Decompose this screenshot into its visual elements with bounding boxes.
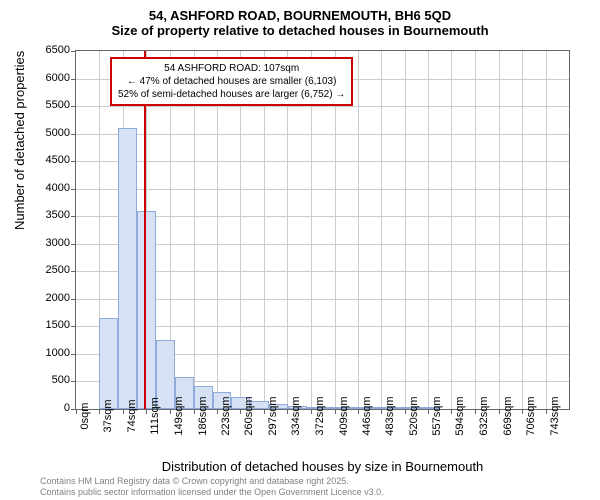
xtick-label: 223sqm	[220, 396, 232, 435]
xtick-label: 632sqm	[478, 396, 490, 435]
gridline-h	[76, 189, 569, 190]
xtick-mark	[287, 409, 288, 414]
xtick-mark	[264, 409, 265, 414]
ytick-mark	[71, 189, 76, 190]
xtick-mark	[123, 409, 124, 414]
ytick-label: 3000	[20, 237, 70, 249]
xtick-label: 743sqm	[549, 396, 561, 435]
chart-title-main: 54, ASHFORD ROAD, BOURNEMOUTH, BH6 5QD	[0, 0, 600, 23]
xtick-mark	[522, 409, 523, 414]
footer-line2: Contains public sector information licen…	[40, 487, 384, 498]
xtick-mark	[194, 409, 195, 414]
xtick-label: 260sqm	[243, 396, 255, 435]
xtick-label: 557sqm	[431, 396, 443, 435]
xtick-mark	[499, 409, 500, 414]
xtick-mark	[240, 409, 241, 414]
footer-note: Contains HM Land Registry data © Crown c…	[40, 476, 384, 498]
ytick-mark	[71, 271, 76, 272]
xtick-label: 483sqm	[384, 396, 396, 435]
xtick-label: 297sqm	[267, 396, 279, 435]
xtick-mark	[146, 409, 147, 414]
xtick-label: 594sqm	[454, 396, 466, 435]
xtick-label: 706sqm	[525, 396, 537, 435]
ytick-mark	[71, 51, 76, 52]
ytick-label: 1500	[20, 319, 70, 331]
xtick-label: 669sqm	[502, 396, 514, 435]
ytick-mark	[71, 106, 76, 107]
gridline-h	[76, 134, 569, 135]
ytick-mark	[71, 354, 76, 355]
chart-container: 54, ASHFORD ROAD, BOURNEMOUTH, BH6 5QD S…	[0, 0, 600, 500]
callout-line3: 52% of semi-detached houses are larger (…	[118, 88, 345, 101]
xtick-mark	[99, 409, 100, 414]
xtick-label: 186sqm	[197, 396, 209, 435]
ytick-mark	[71, 161, 76, 162]
ytick-mark	[71, 381, 76, 382]
xtick-label: 520sqm	[408, 396, 420, 435]
callout-line1: 54 ASHFORD ROAD: 107sqm	[118, 62, 345, 75]
gridline-v	[358, 51, 359, 409]
ytick-label: 4000	[20, 182, 70, 194]
xtick-mark	[405, 409, 406, 414]
ytick-mark	[71, 299, 76, 300]
xtick-label: 111sqm	[149, 397, 161, 435]
footer-line1: Contains HM Land Registry data © Crown c…	[40, 476, 384, 487]
xtick-label: 372sqm	[314, 396, 326, 435]
ytick-label: 6500	[20, 44, 70, 56]
gridline-v	[381, 51, 382, 409]
gridline-v	[499, 51, 500, 409]
xtick-label: 37sqm	[102, 399, 114, 432]
histogram-bar	[99, 318, 118, 409]
xtick-label: 149sqm	[173, 396, 185, 435]
gridline-h	[76, 106, 569, 107]
xtick-label: 409sqm	[338, 396, 350, 435]
callout-box: 54 ASHFORD ROAD: 107sqm ← 47% of detache…	[110, 57, 353, 106]
chart-title-sub: Size of property relative to detached ho…	[0, 23, 600, 42]
ytick-mark	[71, 244, 76, 245]
gridline-v	[546, 51, 547, 409]
xtick-mark	[335, 409, 336, 414]
ytick-label: 2000	[20, 292, 70, 304]
ytick-label: 3500	[20, 209, 70, 221]
xtick-mark	[217, 409, 218, 414]
gridline-v	[522, 51, 523, 409]
ytick-mark	[71, 216, 76, 217]
ytick-label: 500	[20, 374, 70, 386]
gridline-v	[428, 51, 429, 409]
ytick-label: 0	[20, 402, 70, 414]
ytick-label: 5500	[20, 99, 70, 111]
xtick-mark	[170, 409, 171, 414]
gridline-v	[451, 51, 452, 409]
xtick-label: 0sqm	[79, 403, 91, 430]
xtick-mark	[451, 409, 452, 414]
plot-area: 54 ASHFORD ROAD: 107sqm ← 47% of detache…	[75, 50, 570, 410]
histogram-bar	[118, 128, 137, 409]
callout-line2: ← 47% of detached houses are smaller (6,…	[118, 75, 345, 88]
x-axis-label: Distribution of detached houses by size …	[75, 459, 570, 474]
xtick-mark	[475, 409, 476, 414]
xtick-label: 74sqm	[126, 399, 138, 432]
ytick-label: 4500	[20, 154, 70, 166]
xtick-mark	[428, 409, 429, 414]
xtick-label: 334sqm	[290, 396, 302, 435]
xtick-mark	[381, 409, 382, 414]
gridline-v	[475, 51, 476, 409]
ytick-label: 2500	[20, 264, 70, 276]
xtick-mark	[358, 409, 359, 414]
ytick-label: 1000	[20, 347, 70, 359]
ytick-mark	[71, 134, 76, 135]
xtick-label: 446sqm	[361, 396, 373, 435]
ytick-mark	[71, 79, 76, 80]
histogram-bar	[137, 211, 156, 409]
ytick-mark	[71, 326, 76, 327]
ytick-label: 6000	[20, 72, 70, 84]
xtick-mark	[76, 409, 77, 414]
gridline-v	[405, 51, 406, 409]
xtick-mark	[546, 409, 547, 414]
gridline-h	[76, 161, 569, 162]
ytick-label: 5000	[20, 127, 70, 139]
xtick-mark	[311, 409, 312, 414]
